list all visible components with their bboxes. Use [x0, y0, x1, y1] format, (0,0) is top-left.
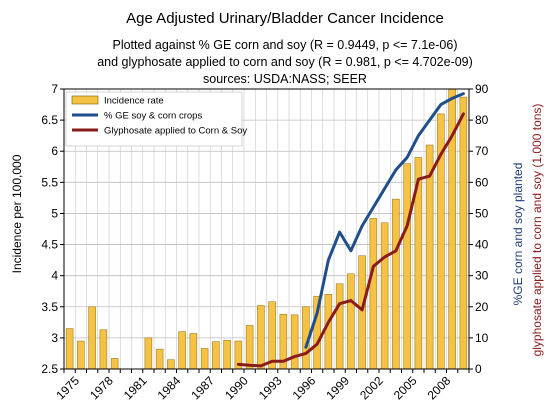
left-tick-label: 4.5: [41, 238, 58, 252]
incidence-bar: [212, 341, 220, 370]
left-tick-label: 2.5: [41, 362, 58, 376]
x-tick-label: 1999: [323, 373, 352, 402]
incidence-bar: [223, 340, 231, 370]
incidence-bar: [189, 333, 198, 370]
incidence-bar: [245, 325, 254, 370]
left-tick-label: 5.5: [41, 175, 58, 189]
incidence-bar: [110, 358, 119, 370]
left-tick-label: 7: [51, 82, 58, 96]
chart-subtitle-line-3: sources: USDA:NASS; SEER: [203, 72, 367, 86]
chart-legend: Incidence rate % GE soy & corn crops Gly…: [65, 91, 247, 147]
right-tick-label: 50: [475, 206, 489, 220]
x-tick-label: 1984: [155, 373, 184, 402]
right-tick-label: 90: [475, 82, 489, 96]
incidence-bar: [403, 163, 411, 370]
incidence-bar: [380, 222, 389, 370]
incidence-bar: [369, 218, 378, 370]
right-tick-label: 80: [475, 113, 489, 127]
incidence-bar: [335, 283, 344, 370]
chart-subtitle-line-1: Plotted against % GE corn and soy (R = 0…: [112, 38, 457, 52]
left-tick-label: 6.5: [41, 113, 58, 127]
incidence-bar: [392, 198, 400, 370]
incidence-bars: [65, 88, 468, 370]
x-tick-label: 1981: [121, 373, 150, 402]
chart-title: Age Adjusted Urinary/Bladder Cancer Inci…: [126, 10, 444, 27]
right-tick-label: 10: [475, 331, 489, 345]
incidence-bar: [347, 273, 355, 370]
right-tick-label: 20: [475, 300, 489, 314]
y-axis-label-right-ge: %GE corn and soy planted: [511, 163, 525, 306]
legend-swatch-incidence: [71, 95, 99, 105]
x-tick-label: 1990: [222, 373, 251, 402]
incidence-bar: [167, 359, 175, 370]
legend-label-ge-crops: % GE soy & corn crops: [104, 111, 202, 122]
right-tick-label: 30: [475, 269, 489, 283]
legend-label-glyphosate: Glyphosate applied to Corn & Soy: [104, 126, 247, 137]
chart-header: Age Adjusted Urinary/Bladder Cancer Inci…: [97, 10, 473, 86]
incidence-bar: [425, 144, 434, 370]
x-tick-label: 1993: [256, 373, 285, 402]
incidence-bar: [155, 348, 164, 370]
incidence-bar: [290, 314, 299, 370]
incidence-bar: [358, 255, 366, 370]
incidence-bar: [88, 306, 96, 370]
right-tick-label: 70: [475, 144, 489, 158]
incidence-bar: [65, 328, 74, 370]
y-axis-label-right-glyphosate: glyphosate applied to corn and soy (1,00…: [530, 104, 544, 357]
incidence-bar: [200, 348, 209, 370]
legend-label-incidence: Incidence rate: [104, 96, 164, 107]
x-tick-label: 1975: [53, 373, 82, 402]
left-tick-label: 4: [51, 269, 58, 283]
x-tick-label: 2002: [357, 373, 386, 402]
x-tick-label: 2008: [425, 373, 454, 402]
incidence-bar: [144, 337, 153, 370]
left-tick-label: 6: [51, 144, 58, 158]
chart-subtitle-line-2: and glyphosate applied to corn and soy (…: [97, 55, 473, 69]
ge-crops-line: [304, 92, 465, 349]
x-tick-label: 1987: [188, 373, 217, 402]
incidence-bar: [459, 96, 468, 370]
left-tick-label: 5: [51, 206, 58, 220]
y-axis-label-left: Incidence per 100,000: [10, 154, 24, 273]
right-tick-label: 60: [475, 175, 489, 189]
x-tick-label: 1996: [290, 373, 319, 402]
x-tick-label: 2005: [391, 373, 420, 402]
left-tick-label: 3: [51, 331, 58, 345]
glyphosate-line: [236, 112, 465, 368]
series-lines: [236, 92, 465, 368]
right-tick-label: 0: [475, 362, 482, 376]
right-tick-label: 40: [475, 238, 489, 252]
incidence-bar: [178, 331, 186, 370]
incidence-bar: [268, 301, 276, 370]
left-tick-label: 3.5: [41, 300, 58, 314]
incidence-bar: [257, 305, 265, 370]
incidence-bar: [77, 340, 85, 370]
incidence-bar: [324, 294, 333, 370]
x-tick-label: 1978: [87, 373, 116, 402]
incidence-bar: [99, 329, 108, 370]
